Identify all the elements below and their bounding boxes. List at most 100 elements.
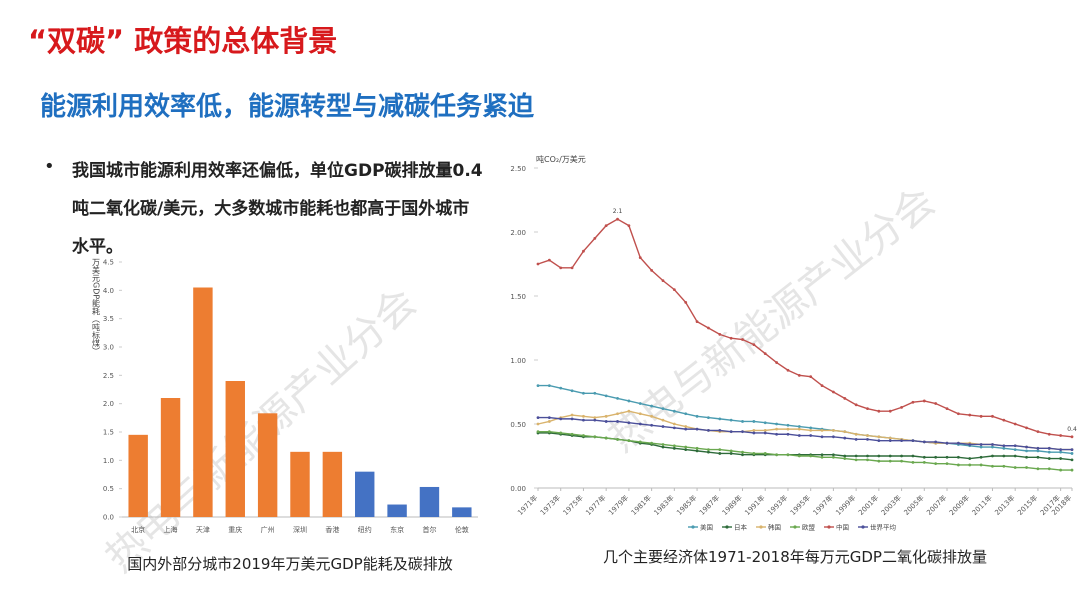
x-tick-label: 香港 xyxy=(325,525,339,534)
point xyxy=(559,266,563,270)
point xyxy=(979,445,983,449)
point xyxy=(866,407,869,411)
point xyxy=(797,373,801,377)
slide-subtitle: 能源利用效率低，能源转型与减碳任务紧迫 xyxy=(40,92,535,122)
slide-title: “双碳” 政策的总体背景 xyxy=(28,24,338,58)
point xyxy=(1047,467,1051,471)
point xyxy=(763,429,767,432)
line-series xyxy=(537,218,1073,438)
point xyxy=(991,454,994,458)
point xyxy=(786,453,790,457)
point xyxy=(832,455,835,459)
point xyxy=(638,256,642,259)
y-tick-label: 0.50 xyxy=(510,421,526,429)
point xyxy=(752,429,756,432)
x-tick-label: 重庆 xyxy=(228,525,242,534)
point xyxy=(638,422,642,426)
point xyxy=(684,301,688,304)
x-tick-label: 广州 xyxy=(261,525,275,534)
point xyxy=(775,422,778,426)
legend-label: 美国 xyxy=(700,523,713,532)
point xyxy=(854,403,858,407)
point xyxy=(741,420,744,423)
point xyxy=(1070,435,1074,439)
y-tick-label: 1.50 xyxy=(510,293,526,301)
point xyxy=(718,452,722,455)
y-tick-label: 0.0 xyxy=(103,514,114,522)
point xyxy=(888,439,892,443)
x-tick-label: 1989年 xyxy=(720,493,744,517)
chart-caption: 几个主要经济体1971-2018年每万元GDP二氧化碳排放量 xyxy=(603,548,987,566)
point xyxy=(911,439,915,443)
point xyxy=(956,441,960,445)
point xyxy=(820,435,824,439)
y-tick-label: 1.00 xyxy=(510,357,526,365)
x-tick-label: 1993年 xyxy=(765,493,789,517)
point xyxy=(1036,430,1040,434)
y-tick-label: 0.5 xyxy=(103,485,114,493)
point xyxy=(1059,448,1063,451)
point xyxy=(1025,426,1028,430)
x-tick-label: 1979年 xyxy=(606,493,630,517)
point xyxy=(661,407,665,411)
y-tick-label: 2.50 xyxy=(510,165,526,173)
point xyxy=(604,394,608,398)
x-tick-label: 天津 xyxy=(196,526,210,534)
point xyxy=(729,452,733,455)
point xyxy=(934,455,938,459)
point xyxy=(582,249,585,253)
point xyxy=(1059,468,1063,472)
chart-caption: 国内外部分城市2019年万美元GDP能耗及碳排放 xyxy=(127,555,452,573)
point xyxy=(854,458,858,462)
point xyxy=(582,391,585,395)
point xyxy=(707,416,710,419)
bar xyxy=(128,434,148,517)
point xyxy=(570,417,574,421)
point xyxy=(661,445,665,449)
bullet-text: 我国城市能源利用效率还偏低，单位GDP碳排放量0.4吨二氧化碳/美元，大多数城市… xyxy=(72,161,483,257)
point xyxy=(661,443,665,446)
point xyxy=(763,421,767,425)
x-tick-label: 1987年 xyxy=(697,493,721,517)
point xyxy=(536,384,540,387)
bar xyxy=(419,486,440,517)
point xyxy=(888,436,892,440)
x-tick-label: 2009年 xyxy=(947,493,971,517)
point xyxy=(684,448,688,451)
point xyxy=(1036,455,1040,459)
point xyxy=(843,397,847,400)
point xyxy=(684,425,688,428)
point xyxy=(1070,448,1074,451)
point xyxy=(729,418,733,422)
point xyxy=(934,462,938,466)
point xyxy=(695,427,699,431)
point xyxy=(956,463,960,467)
y-tick-label: 1.5 xyxy=(103,429,114,437)
point xyxy=(809,434,813,437)
point xyxy=(786,427,790,431)
point xyxy=(945,462,949,466)
bar xyxy=(160,398,181,517)
legend-label: 韩国 xyxy=(768,523,781,532)
point xyxy=(1036,467,1040,471)
legend-dot xyxy=(861,525,865,529)
bar xyxy=(225,381,245,517)
point xyxy=(1059,457,1063,460)
x-tick-label: 1985年 xyxy=(675,493,699,517)
x-tick-label: 1991年 xyxy=(743,493,767,517)
point xyxy=(604,420,608,423)
bar xyxy=(452,507,472,517)
point xyxy=(1059,434,1063,437)
x-tick-label: 伦敦 xyxy=(455,525,469,534)
point xyxy=(979,414,983,418)
point xyxy=(797,427,801,431)
point xyxy=(797,454,801,458)
legend-label: 日本 xyxy=(734,523,748,532)
point xyxy=(752,431,756,435)
point xyxy=(945,455,949,459)
point xyxy=(695,446,699,450)
y-tick-label: 2.00 xyxy=(510,229,526,237)
point xyxy=(672,422,676,426)
point xyxy=(820,453,824,457)
point xyxy=(945,441,949,445)
